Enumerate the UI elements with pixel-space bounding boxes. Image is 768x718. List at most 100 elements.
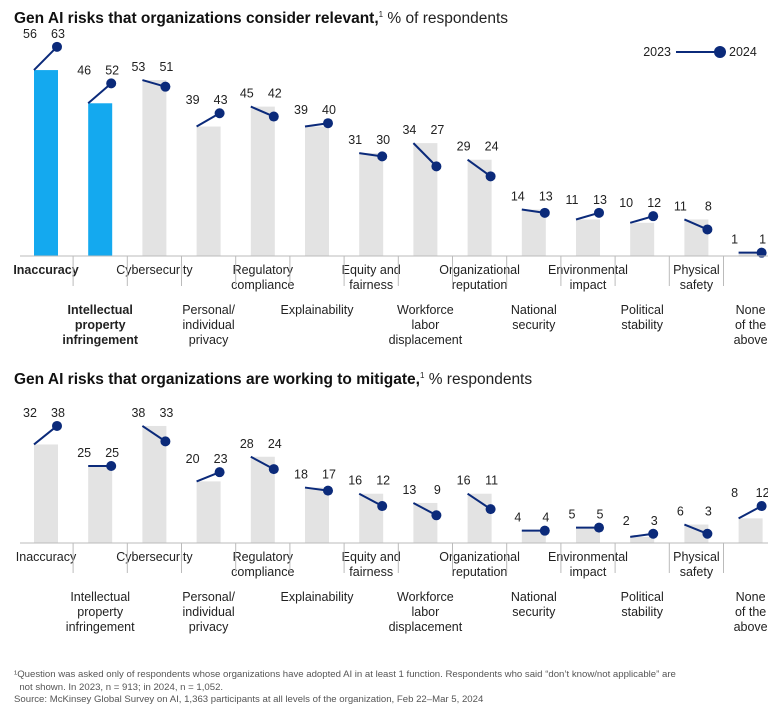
category-label-line: National	[511, 590, 557, 604]
bar-2023	[684, 524, 709, 543]
dot-2024	[106, 461, 117, 471]
dot-2024	[214, 467, 225, 478]
dot-2024	[268, 111, 279, 122]
category-label-line: reputation	[452, 278, 508, 292]
category-label-line: Inaccuracy	[16, 550, 77, 564]
category-label: Physical safety	[673, 550, 720, 579]
bar-2023	[196, 481, 221, 543]
category-label: None of the above	[734, 303, 768, 347]
value-label-2023: 29	[457, 140, 471, 154]
value-label-2024: 38	[51, 406, 65, 420]
dot-2024	[377, 151, 388, 162]
value-label-2023: 39	[294, 103, 308, 117]
value-label-2024: 51	[159, 60, 173, 74]
category-label-line: Intellectual	[68, 303, 133, 317]
category-label: Inaccuracy	[16, 550, 77, 564]
bar-2023	[521, 530, 546, 543]
dot-2024	[377, 501, 388, 512]
category-label-line: safety	[680, 565, 714, 579]
value-label-2024: 4	[542, 511, 549, 525]
category-label-line: fairness	[349, 278, 393, 292]
category-label: Cybersecurity	[116, 263, 193, 277]
category-label: Organizational reputation	[439, 550, 520, 579]
value-label-2023: 56	[23, 27, 37, 41]
category-label-line: safety	[680, 278, 714, 292]
category-label-line: labor	[412, 605, 440, 619]
category-label: Organizational reputation	[439, 263, 520, 292]
dot-2024	[756, 501, 767, 512]
dot-2024	[648, 528, 659, 539]
bar-2023	[630, 536, 655, 543]
value-label-2023: 5	[569, 508, 576, 522]
value-label-2023: 46	[77, 63, 91, 77]
value-label-2024: 30	[376, 133, 390, 147]
value-label-2023: 13	[402, 483, 416, 497]
category-label-line: individual	[183, 318, 235, 332]
chart1-title-footnote-marker: 1	[378, 10, 384, 19]
value-label-2023: 38	[131, 406, 145, 420]
category-label-line: compliance	[231, 278, 294, 292]
change-line	[33, 46, 58, 71]
value-label-2024: 12	[376, 474, 390, 488]
value-label-2023: 8	[731, 486, 738, 500]
value-label-2023: 28	[240, 437, 254, 451]
bar-2023	[738, 518, 763, 543]
value-label-2024: 23	[214, 452, 228, 466]
chart2-title-footnote-marker: 1	[419, 371, 425, 380]
value-label-2024: 12	[647, 196, 661, 210]
value-label-2024: 24	[485, 140, 499, 154]
bar-2023	[630, 222, 655, 256]
category-label: National security	[511, 590, 557, 619]
category-label: Intellectual property infringement	[66, 590, 135, 634]
footnote-block: ¹Question was asked only of respondents …	[14, 669, 754, 707]
category-label-line: Physical	[673, 263, 720, 277]
value-label-2023: 31	[348, 133, 362, 147]
category-label: Cybersecurity	[116, 550, 193, 564]
dot-2024	[52, 41, 62, 52]
bar-2023	[521, 209, 546, 256]
value-label-2024: 42	[268, 87, 282, 101]
dot-2024	[539, 525, 550, 536]
value-label-2023: 39	[186, 93, 200, 107]
value-label-2024: 11	[485, 474, 498, 488]
category-label-line: labor	[412, 318, 440, 332]
value-label-2023: 4	[514, 511, 521, 525]
category-label: Regulatory compliance	[231, 550, 294, 579]
category-label: Personal/individual privacy	[182, 303, 235, 347]
dot-2024	[485, 504, 496, 515]
category-label-line: individual	[183, 605, 235, 619]
category-label-line: Intellectual	[70, 590, 130, 604]
category-label: Inaccuracy	[13, 263, 78, 277]
value-label-2024: 8	[705, 199, 712, 213]
footnote-line: not shown. In 2023, n = 913; in 2024, n …	[14, 681, 224, 693]
value-label-2024: 12	[756, 486, 768, 500]
category-label-line: impact	[570, 565, 607, 579]
category-label: Explainability	[281, 590, 355, 604]
category-label: Intellectual property infringement	[62, 303, 139, 347]
bar-2023	[576, 527, 600, 543]
value-label-2024: 33	[159, 406, 173, 420]
chart1-title: Gen AI risks that organizations consider…	[14, 10, 508, 28]
value-label-2024: 25	[105, 446, 119, 460]
category-label: Personal/individual privacy	[182, 590, 235, 634]
category-label-line: None	[736, 590, 766, 604]
category-label-line: Environmental	[548, 550, 628, 564]
category-label: Workforce labor displacement	[389, 303, 463, 347]
legend-label-2023: 2023	[643, 45, 671, 59]
category-label: National security	[511, 303, 557, 332]
category-label-line: above	[734, 333, 768, 347]
category-label-line: displacement	[389, 620, 463, 634]
category-label: Physical safety	[673, 263, 720, 292]
value-label-2023: 20	[186, 452, 200, 466]
category-label-line: Workforce	[397, 303, 454, 317]
value-label-2024: 17	[322, 468, 336, 482]
value-label-2023: 1	[731, 233, 738, 247]
category-label-line: of the	[735, 318, 766, 332]
bar-2023	[88, 103, 113, 256]
category-label-line: Organizational	[439, 263, 520, 277]
dot-2024	[594, 207, 604, 218]
value-label-2023: 18	[294, 468, 308, 482]
category-label-line: infringement	[66, 620, 135, 634]
